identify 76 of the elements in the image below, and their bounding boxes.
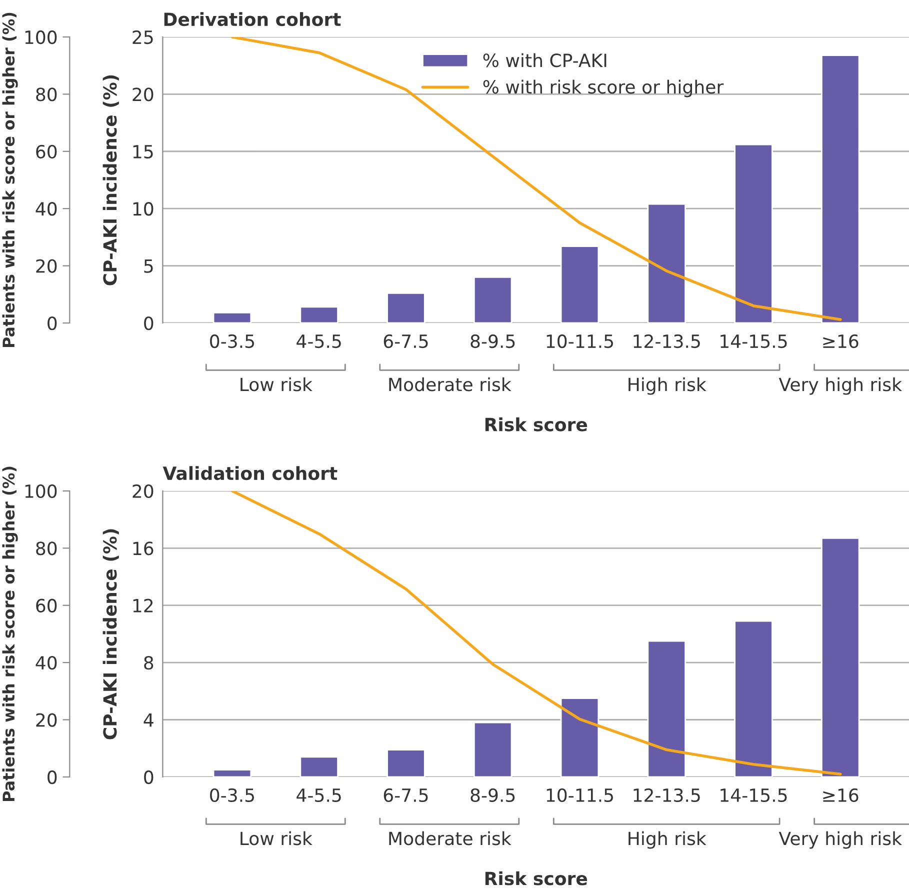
bar xyxy=(820,54,860,323)
y2-tick-label: 80 xyxy=(36,88,57,102)
x-tick-label: 4-5.5 xyxy=(296,788,341,802)
x-tick-label: 6-7.5 xyxy=(384,334,428,348)
bar xyxy=(647,640,686,777)
y-tick-label: 5 xyxy=(144,259,153,273)
y-tick-label: 8 xyxy=(144,656,154,670)
y2-tick-label: 0 xyxy=(48,316,57,330)
text: High risk xyxy=(628,377,706,395)
y2-tick-label: 60 xyxy=(36,144,57,158)
bar xyxy=(212,769,252,777)
y-axis-title: CP-AKI incidence (%) xyxy=(102,529,119,740)
text: Moderate risk xyxy=(389,831,512,846)
text: High risk xyxy=(628,831,706,849)
y-tick-label: 20 xyxy=(132,484,154,498)
bar xyxy=(300,756,338,777)
bar xyxy=(473,722,512,777)
text: Low risk xyxy=(240,377,312,392)
legend-label: % with CP-AKI xyxy=(483,53,606,68)
x-tick-label: 0-3.5 xyxy=(210,334,254,348)
bar xyxy=(820,537,860,777)
y2-tick-label: 0 xyxy=(48,770,57,784)
y-tick-label: 15 xyxy=(133,145,153,158)
y-tick-label: 16 xyxy=(133,542,154,556)
y2-tick-label: 60 xyxy=(36,598,57,612)
chart-title: Validation cohort xyxy=(162,466,338,480)
y-tick-label: 0 xyxy=(144,316,154,330)
bar xyxy=(734,620,773,777)
y-tick-label: 0 xyxy=(144,770,154,784)
x-tick-label: 12-13.5 xyxy=(634,334,700,348)
x-tick-label: 14-15.5 xyxy=(720,788,787,802)
text: Moderate risk xyxy=(389,377,512,392)
bar xyxy=(386,749,426,777)
bar xyxy=(386,292,426,323)
line-series xyxy=(230,490,842,776)
x-axis-title: Risk score xyxy=(485,871,588,886)
y-tick-label: 12 xyxy=(133,598,153,612)
x-tick-label: 12-13.5 xyxy=(634,788,700,802)
x-tick-label: 0-3.5 xyxy=(210,788,254,802)
x-tick-label: ≥16 xyxy=(823,788,858,802)
y-tick-label: 10 xyxy=(133,202,154,216)
y-tick-label: 20 xyxy=(132,88,154,102)
y-tick-label: 4 xyxy=(144,713,154,727)
y2-tick-label: 40 xyxy=(36,202,57,216)
bar xyxy=(560,698,600,777)
legend-label: % with risk score or higher xyxy=(483,80,724,98)
x-tick-label: 6-7.5 xyxy=(384,788,428,802)
bar xyxy=(212,312,252,323)
x-tick-label: 14-15.5 xyxy=(720,334,787,348)
x-tick-label: 10-11.5 xyxy=(546,788,613,802)
y2-tick-label: 100 xyxy=(25,484,57,498)
y2-tick-label: 40 xyxy=(36,656,57,670)
y2-tick-label: 20 xyxy=(36,713,57,727)
bar xyxy=(300,306,338,323)
line-series xyxy=(230,36,842,321)
bar xyxy=(473,276,512,323)
text: Low risk xyxy=(240,831,312,846)
y-axis-title: CP-AKI incidence (%) xyxy=(102,75,119,286)
text: Very high risk xyxy=(778,831,902,849)
y2-tick-label: 20 xyxy=(36,259,57,273)
x-tick-label: 8-9.5 xyxy=(470,788,515,802)
chart-title: Derivation cohort xyxy=(164,12,341,26)
x-tick-label: 10-11.5 xyxy=(546,334,613,348)
bar xyxy=(560,246,600,323)
y2-axis-title: Patients with risk score or higher (%) xyxy=(2,466,18,802)
y2-axis-title: Patients with risk score or higher (%) xyxy=(2,12,18,348)
text: Very high risk xyxy=(778,377,902,395)
y-tick-label: 25 xyxy=(132,30,153,44)
x-axis-title: Risk score xyxy=(485,417,588,432)
x-tick-label: ≥16 xyxy=(823,334,858,348)
y2-tick-label: 100 xyxy=(25,30,57,44)
x-tick-label: 4-5.5 xyxy=(296,334,341,348)
bar xyxy=(647,203,686,323)
bar xyxy=(734,144,773,323)
y2-tick-label: 80 xyxy=(36,542,57,556)
x-tick-label: 8-9.5 xyxy=(470,334,515,348)
